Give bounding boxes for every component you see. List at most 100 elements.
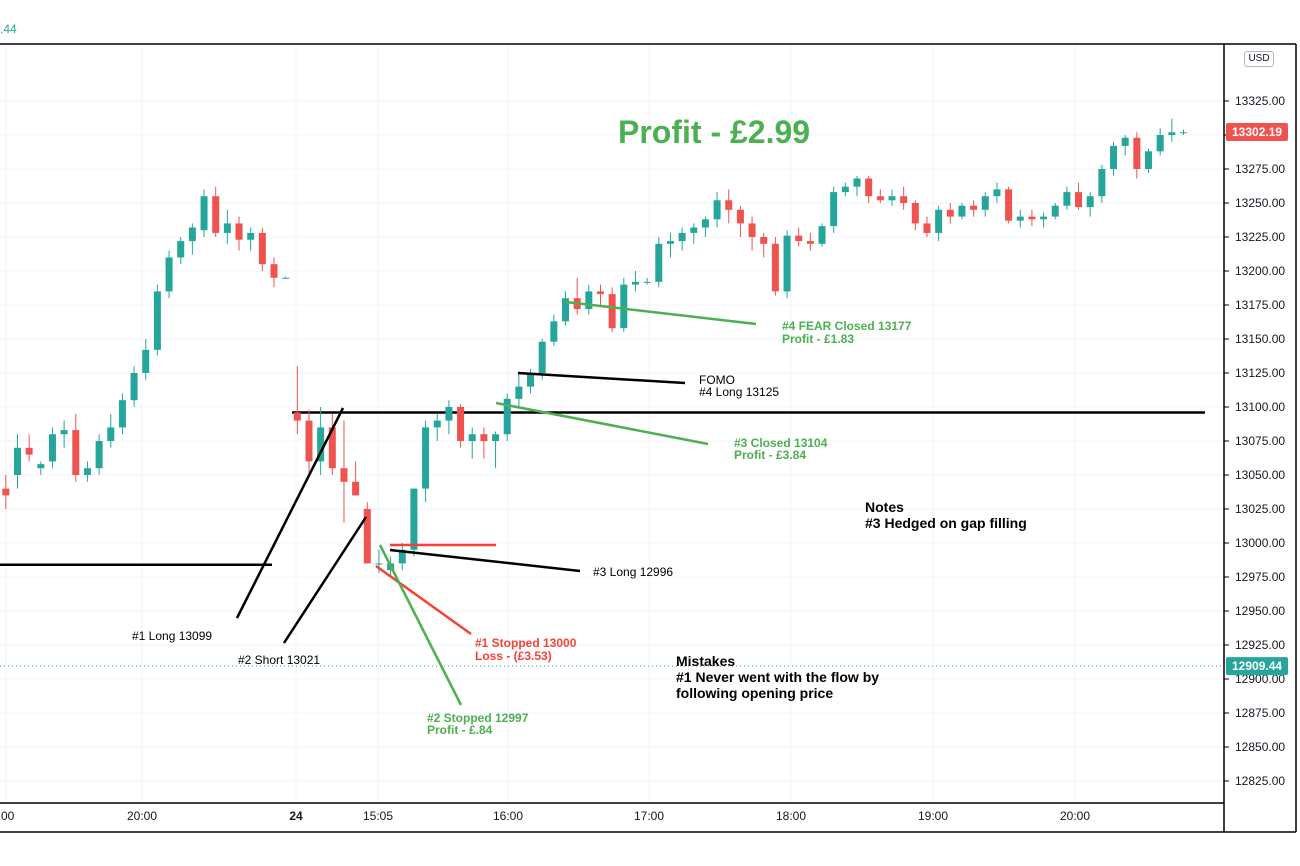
candle-body <box>153 291 161 350</box>
price-tags: 13302.19 12909.44 <box>1226 123 1288 676</box>
candle-body <box>631 281 639 285</box>
candle-body <box>771 243 779 292</box>
y-tick-label: 13325.00 <box>1235 94 1285 108</box>
y-tick-label: 13050.00 <box>1235 468 1285 482</box>
stopped1-red-diagonal <box>375 564 472 636</box>
candle-body <box>1028 216 1036 220</box>
annotation-closed3-line2: Profit - £3.84 <box>734 448 807 462</box>
candle-body <box>317 427 325 462</box>
candle-body <box>503 398 511 435</box>
fomo-line <box>517 371 686 385</box>
candle-body <box>177 241 185 258</box>
candle-body <box>585 291 593 310</box>
candle-body <box>2 488 10 496</box>
candle-body <box>48 434 56 462</box>
y-tick-label: 13275.00 <box>1235 162 1285 176</box>
candle-body <box>596 291 604 295</box>
candle-body <box>1168 132 1176 135</box>
candle-body <box>1075 192 1083 208</box>
candle-body <box>970 205 978 210</box>
price-tag-label: 13302.19 <box>1232 125 1282 139</box>
candle-body <box>643 281 651 283</box>
candle-body <box>725 200 733 210</box>
candle-body <box>760 237 768 244</box>
candle-body <box>818 226 826 244</box>
candle-body <box>445 407 453 421</box>
y-tick-label: 13100.00 <box>1235 400 1285 414</box>
x-tick-label: 19:00 <box>918 809 948 823</box>
annotation-long3: #3 Long 12996 <box>593 565 674 579</box>
annotation-closed4-line2: Profit - £1.83 <box>782 332 855 346</box>
candle-body <box>981 196 989 210</box>
y-tick-label: 13175.00 <box>1235 298 1285 312</box>
annotation-stopped2-line1: #2 Stopped 12997 <box>427 711 529 725</box>
y-tick-label: 12975.00 <box>1235 570 1285 584</box>
y-tick-label: 12925.00 <box>1235 638 1285 652</box>
y-tick-label: 13250.00 <box>1235 196 1285 210</box>
candle-body <box>713 200 721 220</box>
candle-body <box>527 373 535 387</box>
candle-body <box>806 241 814 244</box>
candle-body <box>422 427 430 489</box>
candle-body <box>1016 216 1024 221</box>
x-tick-label: 16:00 <box>493 809 523 823</box>
price-tag <box>1226 123 1288 142</box>
candle-body <box>130 373 138 401</box>
notes-heading: Notes <box>865 499 904 515</box>
x-axis-ticks: :00 20:00 24 15:05 16:00 17:00 18:00 19:00 20:00 <box>0 809 1090 823</box>
candle-body <box>736 209 744 224</box>
candle-body <box>748 223 756 237</box>
candle-body <box>468 434 476 441</box>
x-tick-label: 24 <box>289 809 303 823</box>
candle-body <box>900 196 908 203</box>
candle-body <box>305 420 313 462</box>
candle-body <box>433 420 441 428</box>
candle-body <box>1040 216 1048 220</box>
candle-body <box>935 209 943 233</box>
candle-body <box>888 196 896 201</box>
candle-body <box>37 464 45 469</box>
annotation-stopped1-line2: Loss - (£3.53) <box>475 649 552 663</box>
candle-body <box>107 427 115 441</box>
candle-body <box>270 264 278 278</box>
candle-body <box>25 447 33 455</box>
candle-body <box>678 232 686 242</box>
currency-button[interactable]: USD <box>1244 51 1274 67</box>
y-tick-label: 13075.00 <box>1235 434 1285 448</box>
candle-body <box>853 178 861 187</box>
candle-body <box>562 298 570 322</box>
candle-body <box>1086 196 1094 208</box>
candle-body <box>830 192 838 227</box>
candle-body <box>83 468 91 475</box>
candle-body <box>1145 151 1153 169</box>
trend-line-short2 <box>282 516 368 644</box>
trade-lines <box>235 300 757 706</box>
candle-body <box>282 277 290 279</box>
y-tick-label: 13225.00 <box>1235 230 1285 244</box>
long3-line <box>389 548 581 573</box>
y-tick-label: 13000.00 <box>1235 536 1285 550</box>
x-tick-label: 17:00 <box>634 809 664 823</box>
candle-body <box>515 386 523 399</box>
candles <box>2 118 1187 577</box>
candle-body <box>783 235 791 292</box>
candle-body <box>841 186 849 193</box>
closed4-green-line <box>565 300 757 326</box>
candle-body <box>293 412 301 421</box>
candle-body <box>340 468 348 482</box>
top-price-value: .44 <box>0 22 17 36</box>
y-tick-label: 12900.00 <box>1235 672 1285 686</box>
candle-body <box>118 400 126 428</box>
candle-body <box>188 227 196 242</box>
x-tick-label: 18:00 <box>776 809 806 823</box>
candle-body <box>1005 189 1013 221</box>
candle-body <box>911 203 919 224</box>
y-axis-ticks: 13325.0013300.0013275.0013250.0013225.00… <box>1224 94 1285 788</box>
candle-body <box>95 441 103 469</box>
candle-body <box>538 341 546 373</box>
chart-grid <box>0 44 1224 803</box>
stopped2-green-diagonal <box>378 544 463 706</box>
y-tick-label: 13200.00 <box>1235 264 1285 278</box>
candle-body <box>375 563 383 565</box>
